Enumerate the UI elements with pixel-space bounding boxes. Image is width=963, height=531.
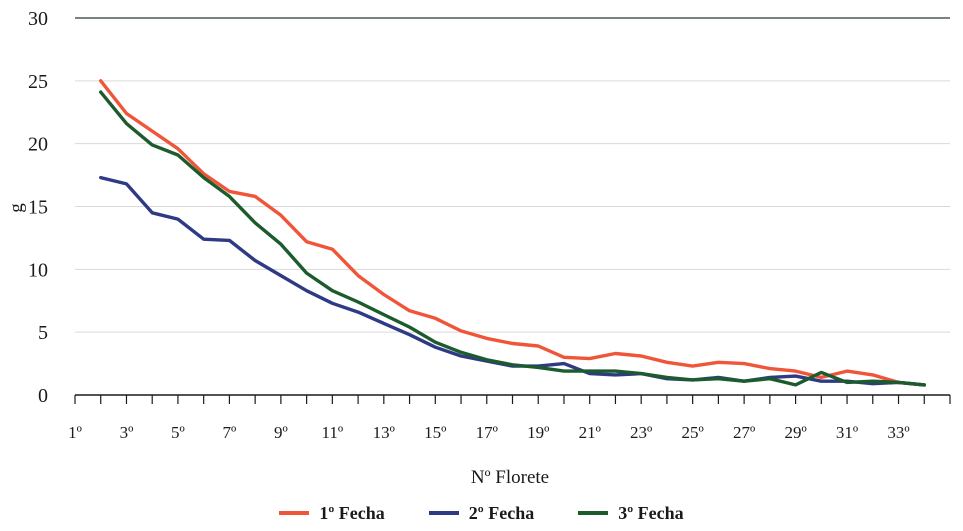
- legend-label-series-1: 1º Fecha: [319, 502, 385, 523]
- series-lines: [98, 79, 926, 387]
- x-tick-label: 29º: [784, 423, 806, 442]
- x-tick-label: 33º: [887, 423, 909, 442]
- x-tick-label: 27º: [733, 423, 755, 442]
- y-axis-ticks: 0 5 10 15 20 25 30: [28, 8, 48, 407]
- y-tick-label: 0: [38, 385, 48, 407]
- legend-item-series-3: 3º Fecha: [578, 502, 684, 524]
- legend-item-series-2: 2º Fecha: [428, 502, 535, 524]
- legend-label-series-2: 2º Fecha: [468, 502, 535, 523]
- x-tick-label: 7º: [223, 423, 237, 442]
- legend-swatch-series-1: [279, 511, 310, 515]
- x-tick-label: 11º: [322, 423, 344, 442]
- y-tick-label: 20: [28, 134, 48, 156]
- x-tick-label: 1º: [68, 423, 82, 442]
- x-tick-label: 15º: [424, 423, 446, 442]
- x-axis-label: Nº Florete: [471, 467, 549, 488]
- y-axis-label: g: [6, 203, 27, 213]
- x-tick-label: 5º: [171, 423, 185, 442]
- legend-label-series-3: 3º Fecha: [618, 502, 684, 523]
- series-line-2: [98, 175, 926, 387]
- legend-swatch-series-2: [428, 511, 459, 515]
- y-tick-label: 25: [28, 71, 48, 93]
- x-tick-label: 25º: [682, 423, 704, 442]
- y-tick-label: 30: [28, 8, 48, 30]
- x-tick-label: 31º: [836, 423, 858, 442]
- legend-item-series-1: 1º Fecha: [279, 502, 385, 524]
- x-tick-label: 3º: [120, 423, 134, 442]
- x-tick-label: 23º: [630, 423, 652, 442]
- y-tick-label: 15: [28, 197, 48, 219]
- x-tick-label: 21º: [579, 423, 601, 442]
- legend-swatch-series-3: [578, 511, 609, 515]
- x-tick-label: 9º: [274, 423, 288, 442]
- x-tick-label: 17º: [476, 423, 498, 442]
- x-axis: 1º 3º 5º 7º 9º 11º 13º 15º 17º 19º 21º 23º 25º 27º 29º…: [68, 394, 951, 442]
- y-tick-label: 10: [28, 259, 48, 281]
- x-tick-label: 19º: [527, 423, 549, 442]
- series-line-1: [98, 79, 926, 387]
- gridlines: [75, 17, 950, 333]
- legend: 1º Fecha 2º Fecha 3º Fecha: [0, 500, 963, 526]
- x-tick-label: 13º: [373, 423, 395, 442]
- series-line-3: [98, 90, 926, 387]
- y-tick-label: 5: [38, 322, 48, 344]
